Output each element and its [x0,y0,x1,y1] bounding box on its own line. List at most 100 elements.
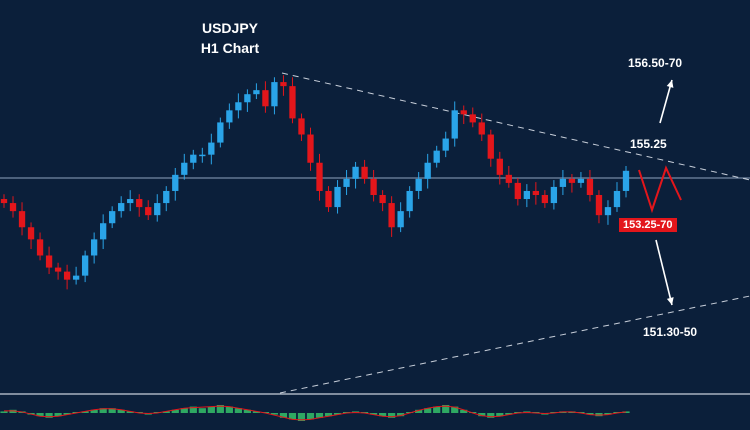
histogram-bar [604,413,612,415]
histogram-bar [324,413,333,417]
histogram-bar [54,413,62,417]
candle-body [9,203,17,212]
candle-body [244,94,251,103]
candle-body [307,134,314,163]
candle-body [100,223,107,240]
candle-body [109,211,116,224]
candle-body [604,207,612,216]
candle-body [45,255,53,268]
candle-body [208,142,215,155]
candle-body [136,199,143,208]
signal-line [4,405,627,421]
histogram-bar [460,409,468,413]
histogram-bar [180,408,188,413]
histogram-bar [424,408,432,413]
histogram-bar [442,405,450,413]
histogram-bar [279,413,288,418]
candle-body [172,174,179,191]
candle-body [334,186,341,208]
up-arrow-head [666,80,674,88]
candle-body [595,195,603,216]
candle-body [613,190,621,208]
candle-body [442,138,449,151]
candle-body [586,178,594,195]
down-arrow-shaft [655,239,673,306]
candle-body [63,271,71,280]
histogram-bar [333,413,342,415]
histogram-bar [586,413,594,415]
candle-body [253,90,260,95]
histogram-bar [189,406,197,413]
candle-body [27,227,35,240]
candle-body [145,207,152,216]
candle-body [18,211,26,228]
lower-target-label: 151.30-50 [643,325,698,339]
candle-body [433,150,440,163]
candle-body [406,190,413,212]
candle-body [370,178,377,195]
candle-body [505,174,512,183]
candle-body [36,239,44,256]
candle-body [154,203,161,216]
candle-body [451,110,458,139]
histogram-bar [45,413,53,418]
candle-body [352,166,359,179]
histogram-bar [90,409,98,413]
candle-body [469,114,476,123]
histogram-bar [216,405,224,413]
candle-body [550,186,558,204]
candle-body [127,199,134,204]
histogram-bar [126,411,134,413]
candle-body [298,118,305,135]
candle-body [235,102,242,111]
candle-body [487,134,494,159]
histogram-bar [0,411,8,413]
candle-body [54,267,62,272]
histogram-bar [108,408,116,413]
descending-trendline [281,72,750,181]
chart-title: USDJPY [201,20,259,36]
resistance-label: 155.25 [630,137,667,151]
histogram-bar [369,413,378,415]
candle-body [415,178,422,191]
candle-body [424,162,431,179]
candle-body [460,110,467,115]
candle-body [478,122,485,135]
candle-body [397,211,404,228]
histogram-bar [315,413,324,418]
histogram-bar [225,406,233,413]
histogram-bar [9,409,17,413]
histogram-bar [36,413,44,417]
candle-body [271,82,278,107]
histogram-bar [162,411,170,413]
histogram-bar [171,409,179,413]
candle-body [514,182,521,200]
candle-body [361,166,368,179]
candle-body [541,195,549,204]
candle-body [343,178,350,187]
histogram-bar [433,406,441,413]
candle-body [388,203,395,228]
chart-subtitle: H1 Chart [200,40,260,56]
candle-body [163,190,170,204]
upper-target-label: 156.50-70 [628,56,683,70]
ascending-trendline [279,295,750,394]
histogram-bar [487,413,495,418]
histogram-bar [207,406,215,413]
histogram-bar [496,413,504,417]
candle-body [568,178,576,183]
histogram-bar [297,413,306,421]
candle-body [577,178,585,183]
histogram-bar [63,413,71,415]
histogram-bar [252,411,261,413]
candle-body [289,86,296,119]
support-label: 153.25-70 [619,218,677,232]
projected-path [638,165,682,214]
histogram-bar [306,413,315,420]
candle-body [190,154,197,163]
candle-body [532,190,540,195]
histogram-bar [288,413,297,420]
candle-body [217,122,224,143]
